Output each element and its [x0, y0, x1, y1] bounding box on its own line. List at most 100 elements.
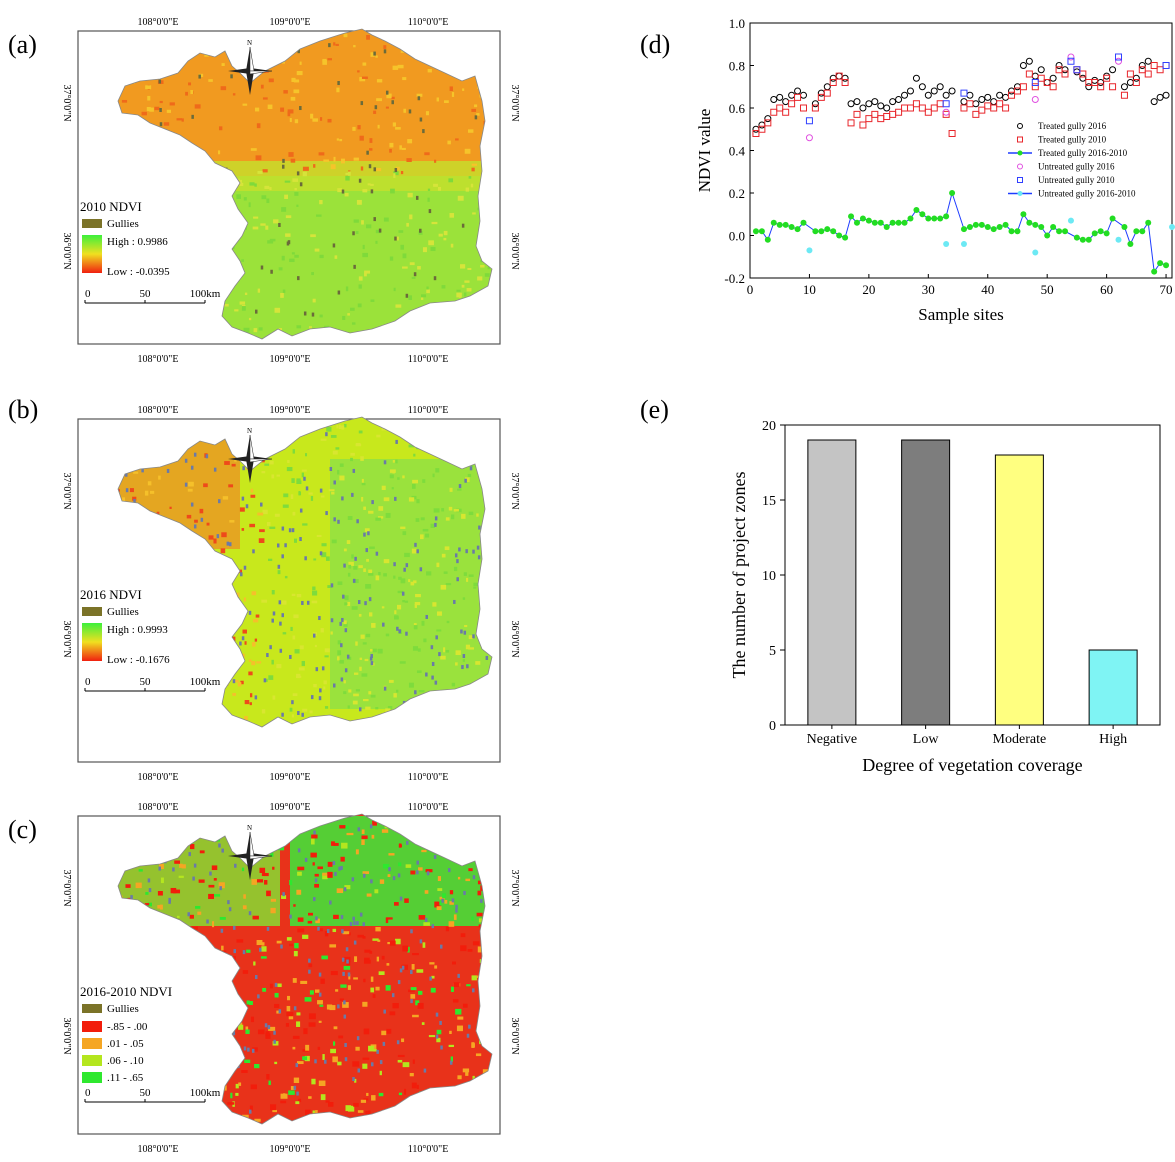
raster-cell — [236, 194, 241, 199]
bar-moderate — [994, 454, 1044, 726]
raster-cell — [294, 649, 300, 654]
raster-cell — [420, 297, 424, 300]
gully-patch — [299, 182, 303, 187]
raster-cell — [270, 907, 276, 914]
gully-patch — [318, 972, 322, 977]
raster-cell — [395, 304, 402, 308]
gully-patch — [352, 468, 356, 473]
raster-cell — [333, 842, 339, 846]
data-point — [877, 102, 885, 110]
raster-cell — [389, 1011, 396, 1016]
raster-cell — [443, 230, 448, 236]
raster-cell — [385, 633, 390, 637]
raster-cell — [323, 680, 327, 685]
raster-cell — [449, 213, 455, 218]
raster-cell — [383, 45, 387, 49]
raster-cell — [437, 186, 442, 191]
data-point — [930, 87, 938, 95]
raster-cell — [360, 634, 365, 639]
gully-patch — [191, 114, 194, 119]
gully-patch — [347, 972, 351, 977]
ndvi-scatter-chart: -0.20.00.20.40.60.81.00 10 20 30 40 50 60 70Sam… — [695, 16, 1175, 324]
gully-patch — [319, 488, 323, 493]
raster-cell — [353, 157, 359, 161]
gully-patch — [245, 504, 249, 509]
raster-cell — [350, 457, 353, 462]
data-point — [901, 91, 909, 99]
raster-cell — [344, 885, 351, 890]
raster-cell — [283, 493, 289, 498]
raster-cell — [234, 459, 237, 462]
raster-cell — [293, 904, 296, 907]
latitude-label-right: 36°0'0"N — [509, 620, 520, 657]
raster-cell — [453, 914, 457, 920]
data-point — [936, 100, 944, 108]
raster-cell — [470, 183, 474, 188]
raster-cell — [297, 917, 304, 922]
gully-patch — [299, 537, 302, 542]
panel-label-a: (a) — [8, 30, 37, 59]
raster-cell — [292, 635, 296, 640]
raster-cell — [465, 1071, 469, 1076]
gully-patch — [440, 1045, 443, 1050]
gully-patch — [340, 677, 344, 682]
gully-patch — [406, 840, 409, 845]
raster-cell — [477, 890, 482, 896]
raster-cell — [280, 1100, 287, 1104]
raster-cell — [347, 1105, 355, 1112]
gully-patch — [357, 600, 361, 605]
scale-bar-label: 50 — [140, 676, 152, 688]
gully-patch — [368, 597, 372, 602]
gully-patch — [266, 653, 269, 658]
raster-cell — [326, 1004, 333, 1010]
raster-cell — [195, 905, 201, 909]
raster-cell — [239, 182, 244, 186]
data-point — [1126, 70, 1134, 78]
raster-cell — [295, 675, 302, 678]
gully-patch — [297, 848, 301, 853]
legend-class-label: .01 - .05 — [107, 1038, 144, 1050]
raster-cell — [291, 252, 295, 255]
gully-patch — [271, 618, 274, 623]
raster-cell — [460, 264, 466, 269]
raster-cell — [371, 834, 375, 839]
gully-patch — [278, 1009, 282, 1014]
raster-cell — [324, 931, 329, 937]
raster-cell — [444, 100, 449, 104]
raster-cell — [361, 829, 365, 834]
raster-cell — [342, 315, 346, 320]
raster-cell — [370, 649, 375, 652]
gully-patch — [465, 549, 468, 554]
raster-cell — [444, 546, 450, 551]
raster-cell — [268, 1080, 271, 1086]
gully-patch — [359, 912, 363, 917]
raster-cell — [268, 558, 273, 562]
raster-cell — [364, 272, 367, 277]
raster-cell — [364, 658, 369, 662]
raster-cell — [293, 1077, 300, 1084]
raster-cell — [272, 1109, 277, 1113]
scale-bar-label: 100km — [190, 1087, 221, 1099]
raster-cell — [308, 492, 313, 495]
raster-cell — [462, 659, 466, 662]
gully-patch — [426, 871, 430, 876]
raster-cell — [365, 584, 372, 589]
raster-cell — [361, 839, 365, 845]
data-point — [794, 93, 802, 101]
gully-patch — [383, 49, 387, 54]
raster-cell — [242, 970, 249, 974]
gully-patch — [356, 1036, 360, 1041]
raster-cell — [347, 985, 352, 990]
raster-cell — [290, 158, 296, 163]
y-tick-label: 15 — [762, 494, 776, 509]
raster-cell — [240, 680, 244, 685]
gully-patch — [228, 907, 232, 912]
raster-cell — [412, 1059, 415, 1064]
raster-cell — [333, 156, 336, 162]
raster-cell — [132, 496, 137, 501]
longitude-label-bottom: 110°0'0"E — [408, 354, 449, 365]
raster-cell — [422, 528, 429, 532]
legend-gullies-label: Gullies — [107, 1003, 139, 1015]
raster-cell — [281, 255, 285, 261]
